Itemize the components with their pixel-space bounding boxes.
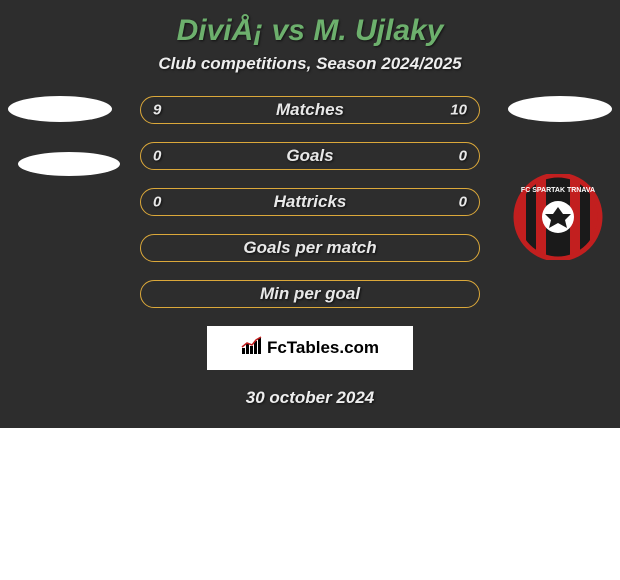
stat-label: Goals per match [243, 238, 376, 258]
comparison-card: DiviÅ¡ vs M. Ujlaky Club competitions, S… [0, 0, 620, 428]
branding-banner[interactable]: FcTables.com [207, 326, 413, 370]
placeholder-oval-icon [8, 96, 112, 122]
stat-row: Min per goal [140, 280, 480, 308]
right-player-badge: FC SPARTAK TRNAVA [508, 96, 612, 260]
stat-rows: 9 Matches 10 0 Goals 0 0 Hattricks 0 Goals per ma… [140, 96, 480, 308]
club-crest-icon: FC SPARTAK TRNAVA [508, 174, 608, 260]
stat-value-right: 10 [450, 102, 467, 119]
placeholder-oval-icon [18, 152, 120, 176]
stat-row: 9 Matches 10 [140, 96, 480, 124]
placeholder-oval-icon [508, 96, 612, 122]
date-text: 30 october 2024 [0, 388, 620, 408]
stat-label: Min per goal [260, 284, 360, 304]
stat-value-left: 0 [153, 148, 161, 165]
page-title: DiviÅ¡ vs M. Ujlaky [0, 0, 620, 54]
stat-value-left: 0 [153, 194, 161, 211]
stat-value-right: 0 [459, 148, 467, 165]
stat-label: Matches [276, 100, 344, 120]
stat-label: Goals [286, 146, 333, 166]
stat-row: Goals per match [140, 234, 480, 262]
stat-row: 0 Hattricks 0 [140, 188, 480, 216]
stat-row: 0 Goals 0 [140, 142, 480, 170]
stat-label: Hattricks [274, 192, 347, 212]
chart-bars-icon [241, 336, 263, 361]
svg-text:FC SPARTAK TRNAVA: FC SPARTAK TRNAVA [521, 187, 595, 194]
stats-area: FC SPARTAK TRNAVA 9 Matches 10 0 Goals 0 0 Hatt… [0, 96, 620, 308]
stat-value-right: 0 [459, 194, 467, 211]
subtitle: Club competitions, Season 2024/2025 [0, 54, 620, 96]
stat-value-left: 9 [153, 102, 161, 119]
branding-text: FcTables.com [267, 338, 379, 358]
left-player-badge [8, 96, 120, 176]
